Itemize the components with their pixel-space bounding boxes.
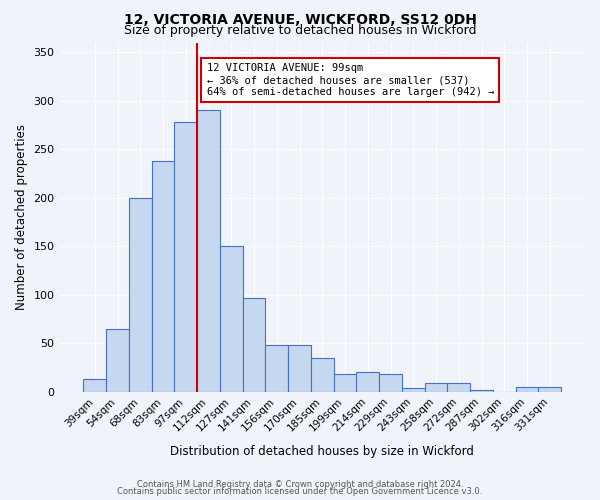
Bar [220, 246, 242, 392]
Text: 12, VICTORIA AVENUE, WICKFORD, SS12 0DH: 12, VICTORIA AVENUE, WICKFORD, SS12 0DH [124, 12, 476, 26]
Text: Contains HM Land Registry data © Crown copyright and database right 2024.: Contains HM Land Registry data © Crown c… [137, 480, 463, 489]
Bar [106, 328, 129, 392]
Bar [448, 383, 470, 392]
Text: 12 VICTORIA AVENUE: 99sqm
← 36% of detached houses are smaller (537)
64% of semi: 12 VICTORIA AVENUE: 99sqm ← 36% of detac… [206, 64, 494, 96]
Bar [288, 345, 311, 392]
Bar [152, 161, 175, 392]
Y-axis label: Number of detached properties: Number of detached properties [15, 124, 28, 310]
Bar [402, 388, 425, 392]
Text: Contains public sector information licensed under the Open Government Licence v3: Contains public sector information licen… [118, 488, 482, 496]
Bar [197, 110, 220, 392]
Bar [242, 298, 265, 392]
Bar [379, 374, 402, 392]
Bar [538, 387, 561, 392]
Bar [470, 390, 493, 392]
X-axis label: Distribution of detached houses by size in Wickford: Distribution of detached houses by size … [170, 444, 474, 458]
Bar [83, 379, 106, 392]
Bar [515, 387, 538, 392]
Bar [129, 198, 152, 392]
Bar [425, 383, 448, 392]
Bar [311, 358, 334, 392]
Text: Size of property relative to detached houses in Wickford: Size of property relative to detached ho… [124, 24, 476, 37]
Bar [334, 374, 356, 392]
Bar [175, 122, 197, 392]
Bar [356, 372, 379, 392]
Bar [265, 345, 288, 392]
